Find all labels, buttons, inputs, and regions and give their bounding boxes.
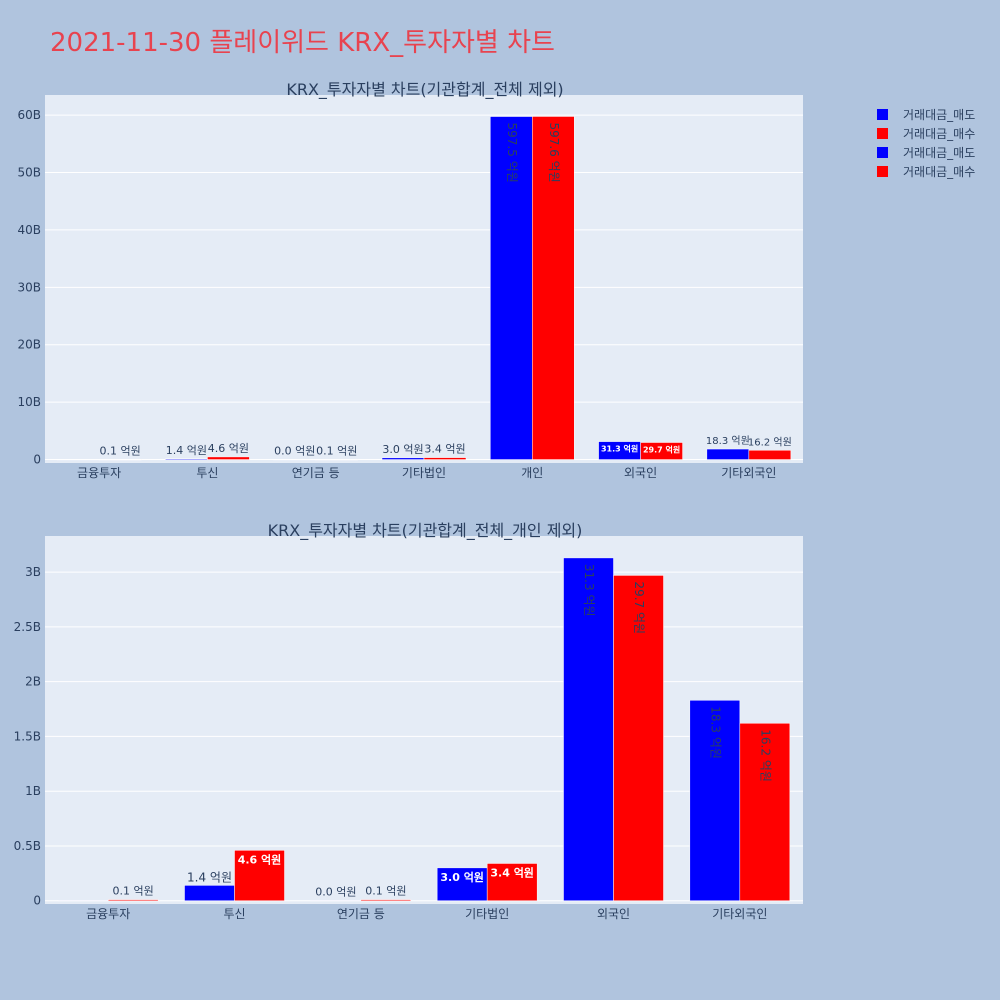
y-tick-label: 30B	[17, 280, 41, 294]
bar	[273, 459, 316, 461]
data-label: 0.1 억원	[316, 444, 357, 457]
y-tick-label: 40B	[17, 223, 41, 237]
chart-title: KRX_투자자별 차트(기관합계_전체 제외)	[286, 80, 563, 100]
x-tick-label: 투신	[223, 907, 245, 921]
data-label: 597.6 억원	[547, 122, 561, 182]
data-label: 0.0 억원	[315, 885, 356, 898]
chart-1: 0 10B 20B 30B 40B 50B 60B KRX_투자자별 차트(기관합계_전체 제…	[17, 80, 803, 480]
x-tick-label: 연기금 등	[337, 907, 385, 921]
x-tick-label: 외국인	[624, 466, 657, 480]
data-label: 16.2 억원	[758, 729, 772, 782]
x-tick-label: 기타외국인	[721, 466, 776, 480]
y-tick-label: 0.5B	[14, 839, 41, 853]
legend-item-label: 거래대금_매수	[903, 165, 975, 179]
data-label: 597.5 억원	[505, 123, 519, 183]
bar	[360, 899, 412, 901]
data-label: 16.2 억원	[748, 436, 792, 448]
data-label: 31.3 억원	[582, 564, 596, 617]
y-tick-label: 60B	[17, 108, 41, 122]
data-label: 18.3 억원	[708, 706, 722, 759]
x-tick-label: 금융투자	[86, 907, 130, 921]
y-tick-label: 0	[33, 453, 41, 467]
bar	[532, 116, 575, 460]
bar	[689, 700, 741, 901]
bar	[436, 867, 488, 901]
plot-area	[45, 536, 803, 904]
y-tick-label: 20B	[17, 338, 41, 352]
x-tick-label: 연기금 등	[292, 466, 340, 480]
bar	[184, 885, 235, 901]
x-tick-label: 기타법인	[402, 466, 446, 480]
data-label: 0.1 억원	[100, 444, 141, 457]
bar	[706, 448, 750, 460]
bar	[310, 900, 362, 902]
bar	[381, 457, 425, 460]
bar	[640, 442, 683, 460]
y-tick-label: 50B	[17, 166, 41, 180]
data-label: 0.0 억원	[274, 445, 315, 458]
legend-swatch	[877, 147, 888, 158]
y-tick-label: 3B	[25, 565, 41, 579]
x-tick-label: 기타외국인	[712, 907, 767, 921]
bar	[423, 457, 467, 460]
bar	[107, 899, 159, 901]
x-tick-label: 기타법인	[465, 907, 509, 921]
y-tick-label: 10B	[17, 395, 41, 409]
x-tick-label: 외국인	[597, 907, 630, 921]
x-tick-label: 금융투자	[77, 466, 121, 480]
data-label: 31.3 억원	[601, 444, 638, 454]
chart-2: 0 0.5B 1B 1.5B 2B 2.5B 3B KRX_투자자별 차트(기관합계_전체_개…	[14, 521, 803, 921]
data-label: 29.7 억원	[643, 445, 680, 455]
data-label: 3.4 억원	[490, 865, 534, 879]
y-tick-label: 2B	[25, 675, 41, 689]
data-label: 0.1 억원	[365, 885, 406, 898]
chart-title: KRX_투자자별 차트(기관합계_전체_개인 제외)	[268, 521, 583, 541]
data-label: 3.0 억원	[440, 870, 484, 884]
data-label: 1.4 억원	[166, 444, 207, 457]
legend-swatch	[877, 166, 888, 177]
y-tick-label: 1B	[25, 784, 41, 798]
bar	[486, 863, 538, 901]
bar	[315, 459, 358, 461]
data-label: 3.0 억원	[382, 443, 423, 456]
bar	[490, 116, 533, 460]
bar	[613, 575, 664, 901]
bar	[165, 458, 208, 460]
x-tick-label: 개인	[521, 466, 543, 480]
legend-swatch	[877, 128, 888, 139]
bar	[748, 450, 792, 460]
data-label: 1.4 억원	[187, 870, 232, 884]
data-label: 18.3 억원	[706, 435, 750, 447]
data-label: 4.6 억원	[208, 442, 249, 455]
y-tick-label: 0	[33, 894, 41, 908]
bar	[56, 459, 100, 461]
data-label: 0.1 억원	[113, 885, 154, 898]
legend-swatch	[877, 109, 888, 120]
legend-item-label: 거래대금_매도	[903, 108, 975, 122]
bar	[739, 723, 791, 901]
bar	[57, 900, 109, 902]
legend-item-label: 거래대금_매수	[903, 127, 975, 141]
page-title: 2021-11-30 플레이위드 KRX_투자자별 차트	[50, 28, 555, 58]
bar	[234, 850, 285, 901]
plot-area	[45, 95, 803, 463]
bar	[98, 459, 142, 461]
data-label: 29.7 억원	[632, 581, 646, 634]
bar	[563, 557, 614, 901]
y-tick-label: 1.5B	[14, 729, 41, 743]
x-tick-label: 투신	[196, 466, 218, 480]
data-label: 3.4 억원	[424, 443, 465, 456]
legend-item-label: 거래대금_매도	[903, 146, 975, 160]
bar	[207, 456, 250, 460]
y-tick-label: 2.5B	[14, 620, 41, 634]
data-label: 4.6 억원	[238, 852, 282, 866]
